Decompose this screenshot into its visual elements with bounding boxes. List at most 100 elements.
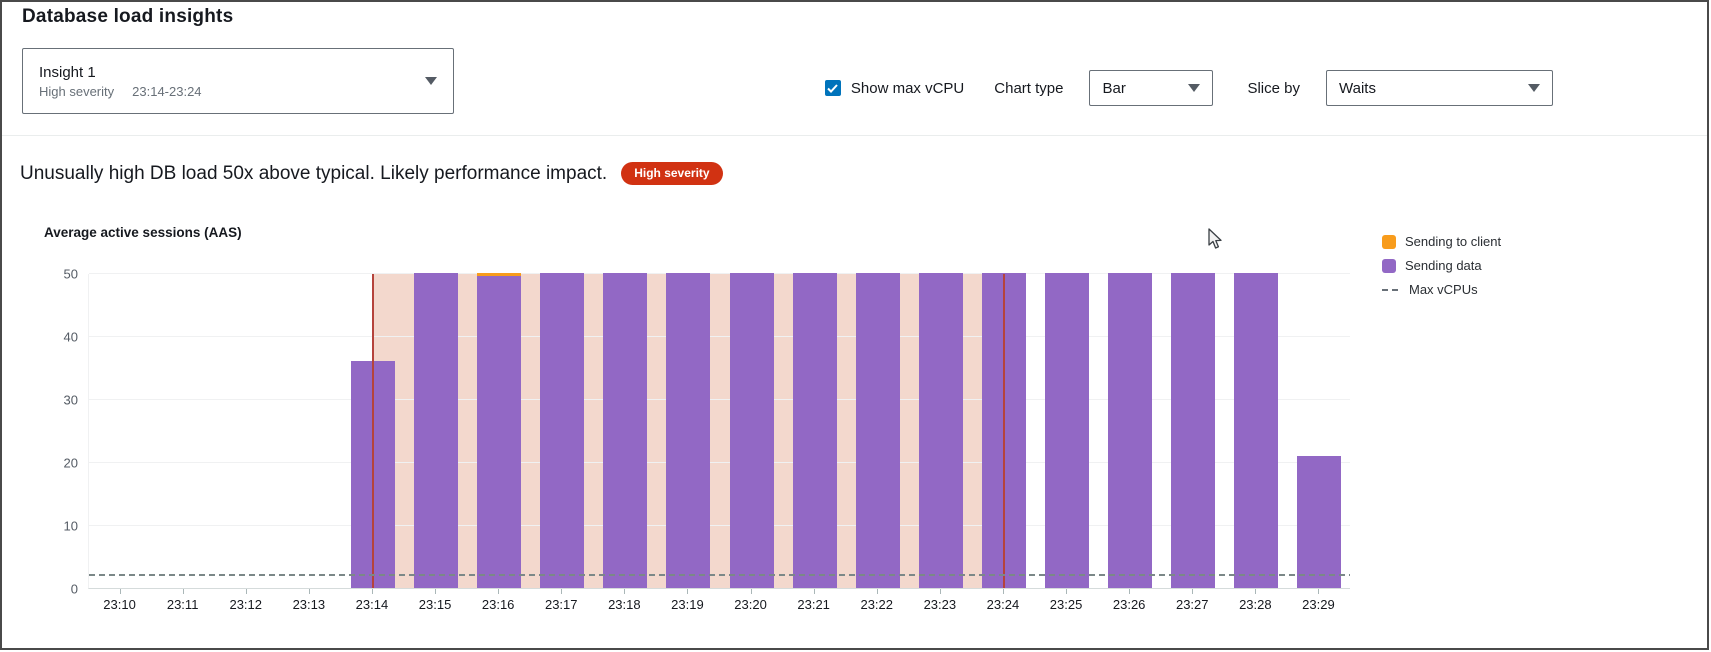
x-tick-label-23:13: 23:13 — [292, 597, 326, 612]
bar-23:20[interactable] — [729, 273, 774, 588]
bar-segment-sending-data — [414, 273, 459, 588]
slice-by-value: Waits — [1339, 79, 1376, 97]
x-tick-label-23:18: 23:18 — [608, 597, 641, 612]
legend-item-sending-data[interactable]: Sending data — [1382, 258, 1501, 273]
chevron-down-icon — [1528, 84, 1540, 92]
y-tick-label-50: 50 — [63, 266, 78, 282]
gridline-y-20 — [89, 462, 1350, 463]
bar-23:27[interactable] — [1171, 273, 1216, 588]
bar-23:18[interactable] — [603, 273, 648, 588]
chart-type-select[interactable]: Bar — [1089, 70, 1214, 106]
x-tick-label-23:28: 23:28 — [1239, 597, 1272, 612]
x-tick-label-23:22: 23:22 — [860, 597, 894, 612]
insight-message: Unusually high DB load 50x above typical… — [20, 162, 608, 184]
x-tick-23:29 — [1318, 589, 1320, 594]
x-tick-23:22 — [876, 589, 878, 594]
bar-23:21[interactable] — [792, 273, 837, 588]
x-tick-23:11 — [182, 589, 184, 594]
chevron-down-icon — [1188, 84, 1201, 92]
x-tick-23:25 — [1066, 589, 1068, 594]
chevron-down-icon — [425, 77, 437, 85]
bar-segment-sending-data — [477, 276, 522, 588]
y-tick-label-10: 10 — [63, 518, 78, 534]
bar-segment-sending-data — [1171, 273, 1216, 588]
x-tick-label-23:14: 23:14 — [355, 597, 389, 612]
insight-summary: Unusually high DB load 50x above typical… — [2, 136, 1707, 215]
bar-23:17[interactable] — [540, 273, 585, 588]
x-tick-23:19 — [687, 589, 689, 594]
insight-subtitle: High severity 23:14-23:24 — [39, 84, 202, 99]
show-max-vcpu-label[interactable]: Show max vCPU — [850, 79, 965, 97]
insight-severity: High severity — [39, 83, 115, 99]
plot-wrap: 23:10 23:11 23:12 23:13 23:14 23:15 23:16 23:17… — [88, 273, 1350, 619]
bar-23:19[interactable] — [666, 273, 711, 588]
bar-segment-sending-data — [918, 273, 963, 588]
legend-label: Sending data — [1405, 258, 1482, 273]
anomaly-band-start-line — [371, 274, 374, 588]
x-tick-label-23:15: 23:15 — [418, 597, 452, 612]
bar-23:23[interactable] — [918, 273, 963, 588]
x-tick-label-23:19: 23:19 — [671, 597, 704, 612]
chart-controls: Show max vCPU Chart type Bar Slice by Wa… — [824, 70, 1553, 106]
y-axis: 0 10 20 30 40 50 — [44, 267, 88, 597]
y-tick-label-0: 0 — [70, 581, 78, 597]
x-tick-label-23:21: 23:21 — [797, 597, 830, 612]
x-axis: 23:10 23:11 23:12 23:13 23:14 23:15 23:16 23:17… — [88, 589, 1350, 619]
x-tick-label-23:26: 23:26 — [1112, 597, 1146, 612]
severity-badge: High severity — [621, 162, 723, 185]
show-max-vcpu-checkbox[interactable] — [824, 80, 841, 96]
bar-23:22[interactable] — [855, 273, 900, 588]
x-tick-23:13 — [308, 589, 310, 594]
bar-23:26[interactable] — [1108, 273, 1153, 588]
db-load-chart: Average active sessions (AAS) 0 10 20 30 40 5… — [2, 225, 1707, 619]
checkmark-icon — [827, 83, 839, 93]
slice-by-select[interactable]: Waits — [1326, 70, 1553, 106]
legend-item-sending-to-client[interactable]: Sending to client — [1382, 234, 1501, 249]
x-tick-23:24 — [1002, 589, 1004, 594]
bar-23:15[interactable] — [414, 273, 459, 588]
insight-selector-texts: Insight 1 High severity 23:14-23:24 — [39, 64, 202, 99]
x-tick-23:12 — [245, 589, 247, 594]
insight-selector-dropdown[interactable]: Insight 1 High severity 23:14-23:24 — [22, 48, 454, 114]
x-tick-label-23:17: 23:17 — [544, 597, 578, 612]
bar-23:29[interactable] — [1297, 455, 1342, 588]
x-tick-label-23:12: 23:12 — [229, 597, 263, 612]
x-tick-23:21 — [813, 589, 815, 594]
x-tick-label-23:25: 23:25 — [1049, 597, 1083, 612]
x-tick-23:15 — [435, 589, 437, 594]
legend-item-max-vcpus[interactable]: Max vCPUs — [1382, 282, 1501, 297]
x-tick-23:28 — [1255, 589, 1257, 594]
x-tick-label-23:24: 23:24 — [986, 597, 1020, 612]
x-tick-label-23:16: 23:16 — [481, 597, 515, 612]
page-title: Database load insights — [22, 6, 234, 27]
x-tick-label-23:10: 23:10 — [103, 597, 136, 612]
chart-legend: Sending to client Sending data Max vCPUs — [1382, 234, 1501, 297]
chart-title: Average active sessions (AAS) — [44, 225, 242, 240]
header-section: Database load insights Insight 1 High se… — [2, 2, 1707, 136]
bar-segment-sending-data — [1297, 455, 1342, 588]
legend-label: Sending to client — [1405, 234, 1502, 249]
y-tick-label-20: 20 — [63, 455, 78, 471]
bar-23:28[interactable] — [1234, 273, 1279, 588]
bar-segment-sending-data — [855, 273, 900, 588]
bar-23:25[interactable] — [1045, 273, 1090, 588]
bar-segment-sending-data — [792, 273, 837, 588]
y-tick-label-30: 30 — [63, 392, 78, 408]
x-tick-label-23:11: 23:11 — [166, 597, 199, 612]
legend-dashed-line-icon — [1382, 288, 1400, 291]
bar-segment-sending-data — [1045, 273, 1090, 588]
legend-swatch-purple — [1382, 258, 1396, 273]
x-tick-label-23:27: 23:27 — [1175, 597, 1209, 612]
gridline-y-30 — [89, 399, 1350, 400]
bar-segment-sending-to-client — [477, 273, 522, 277]
bar-segment-sending-data — [666, 273, 711, 588]
anomaly-band-end-line — [1002, 274, 1005, 588]
bar-segment-sending-data — [1234, 273, 1279, 588]
bar-23:16[interactable] — [477, 273, 522, 588]
x-tick-23:10 — [119, 589, 121, 594]
legend-label: Max vCPUs — [1409, 282, 1478, 297]
x-tick-23:16 — [498, 589, 500, 594]
bar-segment-sending-data — [729, 273, 774, 588]
x-tick-23:27 — [1192, 589, 1194, 594]
